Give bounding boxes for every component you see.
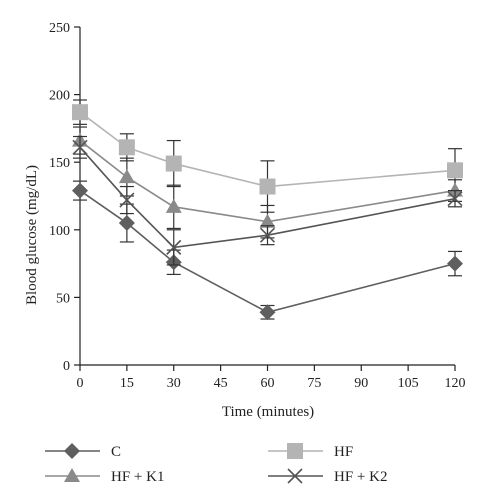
legend-label: C <box>111 444 121 460</box>
y-axis-title: Blood glucose (mg/dL) <box>24 165 40 305</box>
legend-label: HF + K2 <box>334 469 387 485</box>
axes: 0 50 100 150 200 250 0 15 30 45 60 75 90 105 120 <box>49 21 466 391</box>
series-hf-k2 <box>72 135 463 266</box>
data-point <box>447 182 463 197</box>
y-tick-label: 50 <box>56 291 70 306</box>
data-point <box>166 239 182 255</box>
legend-label: HF <box>334 444 353 460</box>
legend: C HF HF + K1 HF + K2 <box>45 443 387 485</box>
x-tick-label: 105 <box>398 376 419 391</box>
data-point <box>165 198 182 213</box>
legend-marker <box>287 468 303 484</box>
legend-label: HF + K1 <box>111 469 164 485</box>
data-point <box>165 155 182 172</box>
legend-item: HF <box>268 443 353 460</box>
y-tick-label: 100 <box>49 224 70 239</box>
data-point <box>119 192 135 208</box>
x-tick-label: 90 <box>354 376 368 391</box>
x-axis-title: Time (minutes) <box>222 404 314 420</box>
x-marker-stroke <box>259 227 276 243</box>
x-tick-label: 15 <box>120 376 134 391</box>
data-point <box>447 255 463 272</box>
x-marker-stroke <box>447 191 463 207</box>
data-point <box>259 213 276 228</box>
data-point <box>72 182 88 199</box>
y-tick-label: 250 <box>49 21 70 36</box>
x-tick-label: 120 <box>445 376 466 391</box>
x-marker-stroke <box>119 192 135 208</box>
y-tick-label: 0 <box>63 359 70 374</box>
data-point <box>447 191 463 207</box>
series-hf-k1 <box>72 126 463 239</box>
y-tick-label: 150 <box>49 156 70 171</box>
x-marker-stroke <box>72 139 88 155</box>
data-point <box>259 227 276 243</box>
y-tick-label: 200 <box>49 89 70 104</box>
x-tick-label: 45 <box>214 376 228 391</box>
legend-item: HF + K2 <box>268 468 387 485</box>
legend-item: C <box>45 443 121 460</box>
data-point <box>447 162 463 179</box>
x-tick-label: 75 <box>307 376 321 391</box>
data-point <box>259 304 276 321</box>
x-marker-stroke <box>287 468 303 484</box>
data-point <box>259 178 276 195</box>
x-tick-label: 60 <box>261 376 275 391</box>
series-hf <box>72 99 463 213</box>
x-tick-label: 0 <box>77 376 84 391</box>
legend-marker <box>287 443 303 459</box>
legend-marker <box>64 468 80 482</box>
data-point <box>118 215 135 232</box>
legend-item: HF + K1 <box>45 468 164 485</box>
x-tick-label: 30 <box>167 376 181 391</box>
x-marker-stroke <box>166 239 182 255</box>
data-point <box>72 104 88 121</box>
data-point <box>72 139 88 155</box>
data-point <box>118 169 135 184</box>
data-point <box>118 139 135 156</box>
series-layer <box>72 99 463 321</box>
legend-marker <box>64 443 80 459</box>
